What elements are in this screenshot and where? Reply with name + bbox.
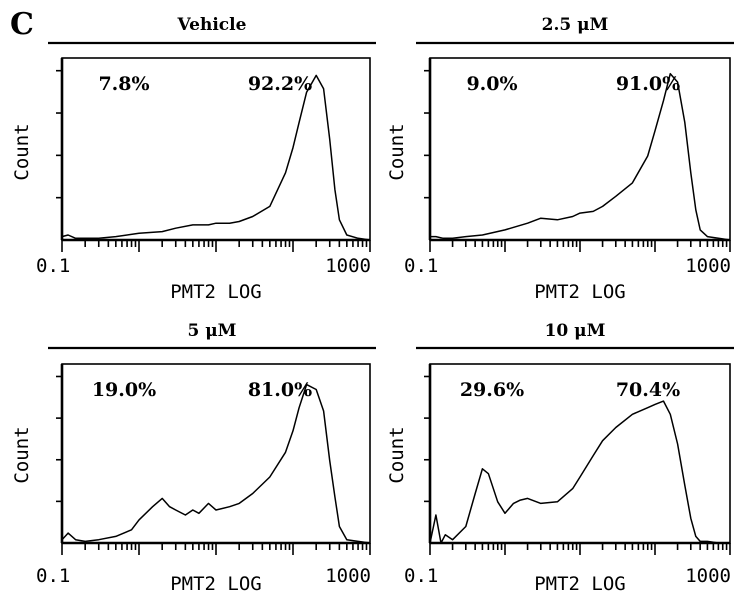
x-tick-label-max: 1000: [685, 255, 731, 277]
histogram-series-1: [61, 74, 371, 241]
condition-title: 2.5 μM: [542, 15, 609, 35]
y-axis-title: Count: [11, 426, 33, 483]
x-tick-label-max: 1000: [325, 255, 371, 277]
x-axis-title: PMT2 LOG: [534, 281, 626, 303]
x-tick-label-min: 0.1: [404, 255, 438, 277]
y-axis-title: Count: [386, 426, 408, 483]
x-tick-label-max: 1000: [685, 565, 731, 587]
x-axis-title: PMT2 LOG: [170, 281, 262, 303]
x-tick-label-min: 0.1: [36, 255, 70, 277]
condition-title: 5 μM: [187, 321, 236, 341]
y-axis-title: Count: [386, 123, 408, 180]
annotation-high: 91.0%: [616, 73, 680, 95]
histogram-panel-4: 10 μM 0.1 1000 PMT2 LOG Count 29.6% 70.4%: [386, 321, 734, 595]
annotation-high: 81.0%: [248, 379, 312, 401]
histogram-series-1: [429, 400, 730, 544]
histogram-series-1: [61, 383, 371, 544]
annotation-low: 19.0%: [92, 379, 156, 401]
x-tick-label-min: 0.1: [404, 565, 438, 587]
histogram-panel-3: 5 μM 0.1 1000 PMT2 LOG Count 19.0% 81.0%: [11, 321, 376, 595]
annotation-low: 29.6%: [460, 379, 524, 401]
x-tick-label-max: 1000: [325, 565, 371, 587]
x-axis-title: PMT2 LOG: [534, 573, 626, 595]
annotation-low: 9.0%: [466, 73, 517, 95]
annotation-high: 92.2%: [248, 73, 312, 95]
x-axis-title: PMT2 LOG: [170, 573, 262, 595]
annotation-low: 7.8%: [98, 73, 149, 95]
histogram-series-1: [430, 72, 731, 241]
histogram-panel-2: 2.5 μM 0.1 1000 PMT2 LOG Count 9.0% 91.0%: [386, 15, 734, 303]
y-axis-title: Count: [11, 123, 33, 180]
histogram-panels: Vehicle 0.1 1000 PMT2 LOG Count 7.8% 92.2% 2.5 …: [11, 15, 734, 595]
condition-title: Vehicle: [177, 15, 247, 35]
condition-title: 10 μM: [545, 321, 606, 341]
x-tick-label-min: 0.1: [36, 565, 70, 587]
histogram-panel-1: Vehicle 0.1 1000 PMT2 LOG Count 7.8% 92.2%: [11, 15, 376, 303]
panel-letter: C: [10, 7, 34, 42]
annotation-high: 70.4%: [616, 379, 680, 401]
